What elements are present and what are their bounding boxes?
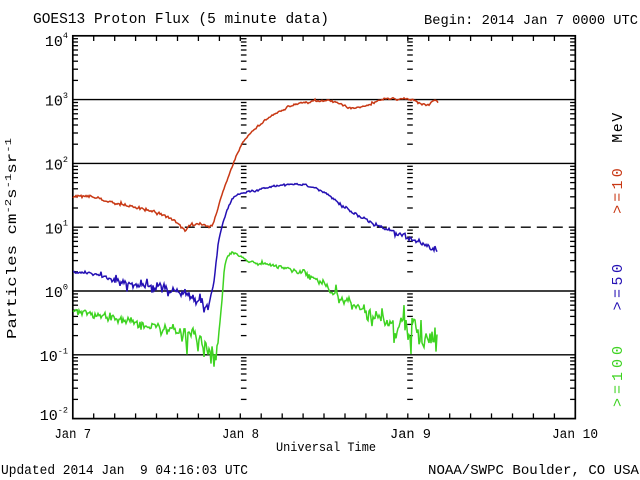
svg-text:100: 100 (45, 283, 68, 303)
svg-text:102: 102 (45, 155, 68, 175)
svg-text:Jan 10: Jan 10 (552, 428, 598, 443)
svg-text:Jan 7: Jan 7 (55, 428, 92, 443)
svg-text:Particles cm-2s-1sr-1: Particles cm-2s-1sr-1 (3, 138, 21, 339)
svg-text:MeV: MeV (610, 111, 627, 143)
svg-text:Universal Time: Universal Time (276, 441, 376, 455)
svg-text:Updated 2014 Jan 9 04:16:03 U: Updated 2014 Jan 9 04:16:03 UTC (1, 463, 248, 479)
svg-text:>=10: >=10 (610, 165, 627, 214)
svg-text:101: 101 (45, 219, 68, 239)
svg-text:104: 104 (45, 31, 68, 51)
svg-text:Jan 8: Jan 8 (222, 428, 259, 443)
svg-text:GOES13 Proton Flux (5 minute d: GOES13 Proton Flux (5 minute data) (33, 11, 329, 28)
svg-text:>=100: >=100 (610, 342, 627, 407)
svg-text:>=50: >=50 (610, 260, 627, 310)
svg-text:NOAA/SWPC Boulder, CO USA: NOAA/SWPC Boulder, CO USA (428, 463, 640, 479)
svg-text:Begin: 2014 Jan 7 0000 UTC: Begin: 2014 Jan 7 0000 UTC (424, 13, 638, 29)
svg-text:Jan 9: Jan 9 (390, 428, 431, 443)
svg-text:103: 103 (45, 91, 68, 111)
